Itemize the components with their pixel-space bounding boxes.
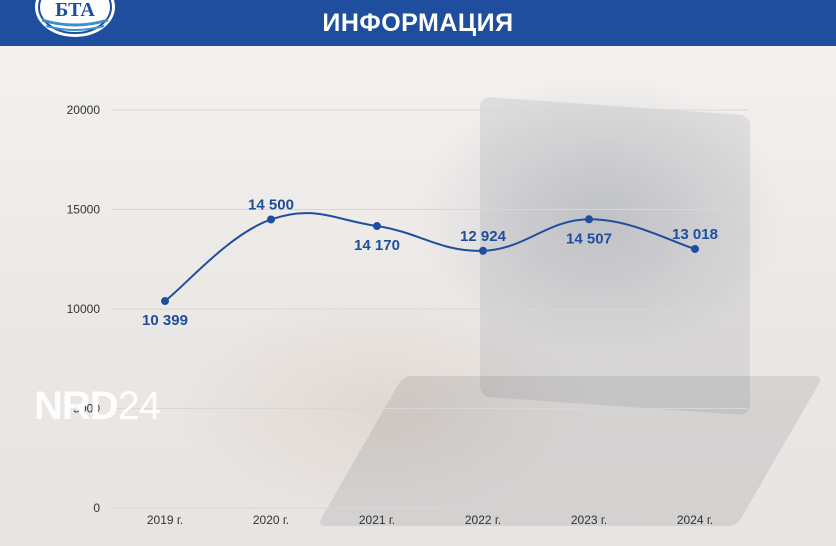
series-line: [164, 212, 696, 302]
watermark-light-text: 24: [117, 384, 161, 428]
y-tick-label: 15000: [67, 203, 101, 217]
data-point: [161, 297, 169, 306]
y-tick-label: 20000: [67, 103, 101, 117]
data-value-label: 14 170: [354, 237, 400, 254]
data-value-label: 14 500: [248, 196, 294, 213]
y-tick-label: 5000: [73, 402, 100, 416]
x-tick-label: 2024 г.: [677, 513, 713, 527]
x-tick-label: 2020 г.: [253, 513, 289, 527]
x-axis-tick-labels: 2019 г. 2020 г. 2021 г. 2022 г. 2023 г. 2024 …: [147, 513, 713, 527]
x-tick-label: 2021 г.: [359, 513, 395, 527]
header-bar: БТА ИНФОРМАЦИЯ: [0, 0, 836, 46]
y-tick-label: 10000: [67, 302, 101, 316]
data-point: [267, 215, 275, 224]
data-point: [373, 222, 381, 231]
background-photo: [0, 46, 836, 546]
data-value-labels: 10 399 14 500 14 170 12 924 14 507 13 018: [142, 196, 718, 329]
x-tick-label: 2023 г.: [571, 513, 607, 527]
logo-text: БТА: [55, 0, 95, 21]
chart-gridlines: [112, 109, 748, 509]
x-tick-label: 2022 г.: [465, 513, 501, 527]
data-value-label: 10 399: [142, 312, 188, 329]
y-tick-label: 0: [93, 501, 100, 515]
data-value-label: 14 507: [566, 230, 612, 247]
data-point: [479, 246, 487, 255]
y-axis-tick-labels: 0 5000 10000 15000 20000: [67, 103, 101, 515]
data-value-label: 12 924: [460, 228, 507, 245]
x-tick-label: 2019 г.: [147, 513, 183, 527]
data-value-label: 13 018: [672, 226, 718, 243]
nrd24-watermark: NRD24: [34, 384, 161, 428]
data-point: [585, 215, 593, 224]
data-point: [691, 244, 699, 253]
bta-logo-icon: БТА: [35, 0, 115, 37]
data-points: [161, 215, 699, 306]
page-title: ИНФОРМАЦИЯ: [322, 9, 514, 37]
watermark-bold-text: NRD: [34, 384, 119, 428]
